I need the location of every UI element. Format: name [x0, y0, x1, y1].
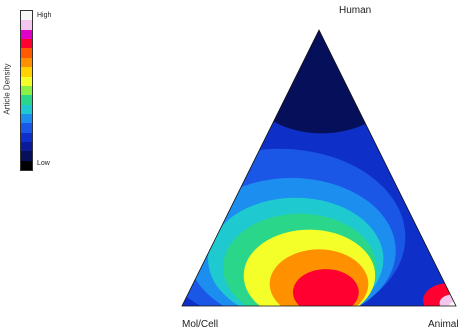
colorbar-segment [21, 29, 32, 40]
colorbar-segment [21, 39, 32, 49]
colorbar-segment [21, 113, 32, 124]
density-contour [245, 30, 399, 134]
colorbar-segment [21, 85, 32, 96]
colorbar [20, 10, 33, 171]
colorbar-segment [21, 123, 32, 133]
colorbar-segment [21, 104, 32, 114]
colorbar-segment [21, 76, 32, 86]
colorbar-segment [21, 151, 32, 161]
colorbar-segment [21, 142, 32, 152]
colorbar-segment [21, 132, 32, 143]
colorbar-segment [21, 95, 32, 105]
vertex-label-right: Animal [428, 319, 459, 330]
density-contour [292, 269, 359, 306]
colorbar-segment [21, 11, 32, 21]
vertex-label-top: Human [339, 5, 372, 16]
colorbar-high-label: High [37, 12, 52, 19]
colorbar-segment [21, 160, 32, 171]
colorbar-segment [21, 57, 32, 68]
colorbar-segment [21, 48, 32, 58]
vertex-label-left: Mol/Cell [182, 319, 219, 330]
colorbar-low-label: Low [37, 160, 50, 167]
colorbar-segment [21, 20, 32, 30]
triangle-outline [181, 29, 457, 307]
density-layer [182, 30, 456, 306]
colorbar-segment [21, 67, 32, 77]
